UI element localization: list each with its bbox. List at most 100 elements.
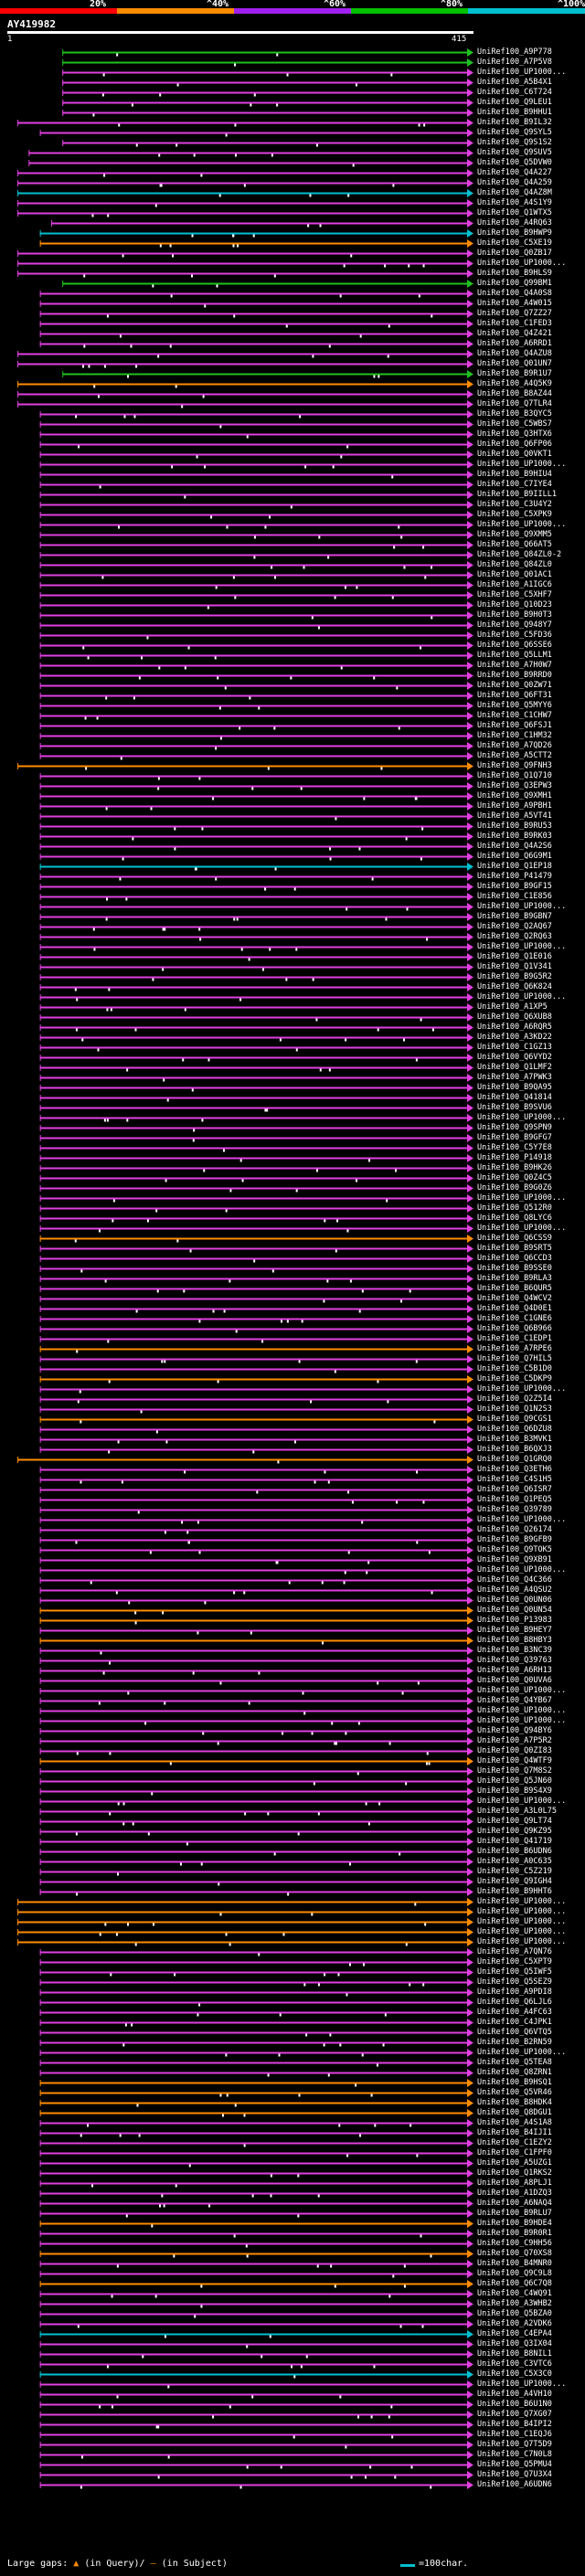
hit-label[interactable]: UniRef100_A3L0L75 [477, 1807, 557, 1816]
hit-row[interactable]: UniRef100_Q5DVW0 [0, 158, 585, 168]
hit-label[interactable]: UniRef100_Q9SPN9 [477, 1123, 552, 1132]
hit-label[interactable]: UniRef100_UP1000... [477, 1113, 567, 1122]
hit-row[interactable]: UniRef100_Q6CCD3 [0, 1254, 585, 1264]
hit-label[interactable]: UniRef100_C1FPF0 [477, 2148, 552, 2157]
hit-row[interactable]: UniRef100_Q2RQ63 [0, 932, 585, 942]
hit-row[interactable]: UniRef100_Q6VYD2 [0, 1053, 585, 1063]
hit-row[interactable]: UniRef100_Q9LEU1 [0, 98, 585, 108]
hit-row[interactable]: UniRef100_Q4A259 [0, 178, 585, 188]
hit-row[interactable]: UniRef100_C1FED3 [0, 319, 585, 329]
hit-row[interactable]: UniRef100_Q5VR46 [0, 2088, 585, 2098]
hit-label[interactable]: UniRef100_Q4A0S8 [477, 289, 552, 298]
hit-label[interactable]: UniRef100_UP1000... [477, 1565, 567, 1574]
hit-row[interactable]: UniRef100_C5XE19 [0, 239, 585, 249]
hit-label[interactable]: UniRef100_Q3EPW3 [477, 781, 552, 790]
hit-label[interactable]: UniRef100_Q6B966 [477, 1324, 552, 1333]
hit-label[interactable]: UniRef100_Q9XMM5 [477, 530, 552, 539]
hit-row[interactable]: UniRef100_A4QSU2 [0, 1585, 585, 1595]
hit-row[interactable]: UniRef100_A4S1A8 [0, 2118, 585, 2128]
hit-label[interactable]: UniRef100_A1IGC6 [477, 580, 552, 589]
hit-row[interactable]: UniRef100_B9HHU1 [0, 108, 585, 118]
hit-label[interactable]: UniRef100_Q5SEZ9 [477, 1977, 552, 1987]
hit-label[interactable]: UniRef100_UP1000... [477, 460, 567, 469]
hit-label[interactable]: UniRef100_Q6G9M1 [477, 852, 552, 861]
hit-label[interactable]: UniRef100_Q5PMU4 [477, 2460, 552, 2469]
hit-row[interactable]: UniRef100_A7P5R2 [0, 1736, 585, 1746]
hit-row[interactable]: UniRef100_UP1000... [0, 1797, 585, 1807]
hit-label[interactable]: UniRef100_B8HDK4 [477, 2098, 552, 2107]
hit-label[interactable]: UniRef100_Q4A227 [477, 168, 552, 177]
hit-row[interactable]: UniRef100_UP1000... [0, 1686, 585, 1696]
hit-label[interactable]: UniRef100_Q0VKT1 [477, 450, 552, 459]
hit-label[interactable]: UniRef100_Q2AQ67 [477, 922, 552, 931]
hit-row[interactable]: UniRef100_UP1000... [0, 2380, 585, 2390]
hit-label[interactable]: UniRef100_Q4AZ8M [477, 188, 552, 197]
hit-row[interactable]: UniRef100_Q5IWF5 [0, 1967, 585, 1977]
hit-row[interactable]: UniRef100_UP1000... [0, 1907, 585, 1917]
hit-row[interactable]: UniRef100_Q5LLM1 [0, 651, 585, 661]
hit-row[interactable]: UniRef100_A3WHB2 [0, 2299, 585, 2309]
hit-label[interactable]: UniRef100_Q4WTF9 [477, 1756, 552, 1765]
hit-label[interactable]: UniRef100_A4W015 [477, 299, 552, 308]
hit-row[interactable]: UniRef100_A7H0W7 [0, 661, 585, 671]
hit-row[interactable]: UniRef100_Q7XG07 [0, 2410, 585, 2420]
hit-label[interactable]: UniRef100_Q6XUB8 [477, 1012, 552, 1022]
hit-row[interactable]: UniRef100_A4FC63 [0, 2008, 585, 2018]
hit-label[interactable]: UniRef100_Q9C9L8 [477, 2269, 552, 2278]
hit-label[interactable]: UniRef100_C5XE19 [477, 239, 552, 248]
hit-row[interactable]: UniRef100_Q9XB91 [0, 1555, 585, 1565]
hit-label[interactable]: UniRef100_Q2RQ63 [477, 932, 552, 941]
hit-row[interactable]: UniRef100_Q26174 [0, 1525, 585, 1535]
hit-row[interactable]: UniRef100_Q39763 [0, 1656, 585, 1666]
hit-row[interactable]: UniRef100_Q9XMM5 [0, 530, 585, 540]
hit-row[interactable]: UniRef100_C1EZY2 [0, 2138, 585, 2148]
hit-row[interactable]: UniRef100_C3VTC6 [0, 2359, 585, 2369]
hit-row[interactable]: UniRef100_Q4A0S8 [0, 289, 585, 299]
hit-row[interactable]: UniRef100_A0C635 [0, 1857, 585, 1867]
hit-row[interactable]: UniRef100_Q8DGU1 [0, 2108, 585, 2118]
hit-label[interactable]: UniRef100_Q6C7Q8 [477, 2279, 552, 2288]
hit-row[interactable]: UniRef100_Q9SPN9 [0, 1123, 585, 1133]
hit-label[interactable]: UniRef100_A4S1Y9 [477, 198, 552, 207]
hit-label[interactable]: UniRef100_Q7TLR4 [477, 399, 552, 408]
hit-row[interactable]: UniRef100_Q9CGS1 [0, 1415, 585, 1425]
hit-row[interactable]: UniRef100_C5DKP9 [0, 1374, 585, 1384]
hit-label[interactable]: UniRef100_Q4YB67 [477, 1696, 552, 1705]
hit-label[interactable]: UniRef100_Q9KZ95 [477, 1827, 552, 1836]
hit-row[interactable]: UniRef100_Q5TEA8 [0, 2058, 585, 2068]
hit-label[interactable]: UniRef100_Q0ZI83 [477, 1746, 552, 1755]
hit-label[interactable]: UniRef100_UP1000... [477, 2048, 567, 2057]
hit-label[interactable]: UniRef100_Q4A2S6 [477, 842, 552, 851]
hit-label[interactable]: UniRef100_Q6CCD3 [477, 1254, 552, 1263]
hit-label[interactable]: UniRef100_B8HBY3 [477, 1636, 552, 1645]
hit-label[interactable]: UniRef100_Q6FP06 [477, 440, 552, 449]
hit-row[interactable]: UniRef100_Q9SYL5 [0, 128, 585, 138]
hit-row[interactable]: UniRef100_B9R1U7 [0, 369, 585, 379]
hit-label[interactable]: UniRef100_B9GBN7 [477, 912, 552, 921]
hit-row[interactable]: UniRef100_C4EPA4 [0, 2329, 585, 2339]
hit-row[interactable]: UniRef100_Q9S1S2 [0, 138, 585, 148]
hit-label[interactable]: UniRef100_B9GF15 [477, 882, 552, 891]
hit-row[interactable]: UniRef100_B9HLS9 [0, 269, 585, 279]
hit-label[interactable]: UniRef100_B9G5R2 [477, 972, 552, 981]
hit-row[interactable]: UniRef100_B9HIU4 [0, 470, 585, 480]
hit-row[interactable]: UniRef100_B3MVK1 [0, 1435, 585, 1445]
hit-row[interactable]: UniRef100_A4VH10 [0, 2390, 585, 2400]
hit-label[interactable]: UniRef100_Q9LEU1 [477, 98, 552, 107]
hit-label[interactable]: UniRef100_A0C635 [477, 1857, 552, 1866]
hit-label[interactable]: UniRef100_Q9S1S2 [477, 138, 552, 147]
hit-label[interactable]: UniRef100_Q01UN7 [477, 359, 552, 368]
hit-row[interactable]: UniRef100_Q2AQ67 [0, 922, 585, 932]
hit-label[interactable]: UniRef100_Q7T5D9 [477, 2440, 552, 2449]
hit-row[interactable]: UniRef100_Q7TLR4 [0, 399, 585, 409]
hit-row[interactable]: UniRef100_Q0UN06 [0, 1595, 585, 1606]
hit-label[interactable]: UniRef100_C4JPK1 [477, 2018, 552, 2027]
hit-row[interactable]: UniRef100_B4IPI2 [0, 2420, 585, 2430]
hit-row[interactable]: UniRef100_Q8LYC6 [0, 1214, 585, 1224]
hit-label[interactable]: UniRef100_UP1000... [477, 2380, 567, 2389]
hit-label[interactable]: UniRef100_C4EPA4 [477, 2329, 552, 2338]
hit-label[interactable]: UniRef100_C9HH56 [477, 2239, 552, 2248]
hit-row[interactable]: UniRef100_A5B4X1 [0, 78, 585, 88]
hit-row[interactable]: UniRef100_Q6FSJ1 [0, 721, 585, 731]
hit-label[interactable]: UniRef100_B6UDN6 [477, 1847, 552, 1856]
